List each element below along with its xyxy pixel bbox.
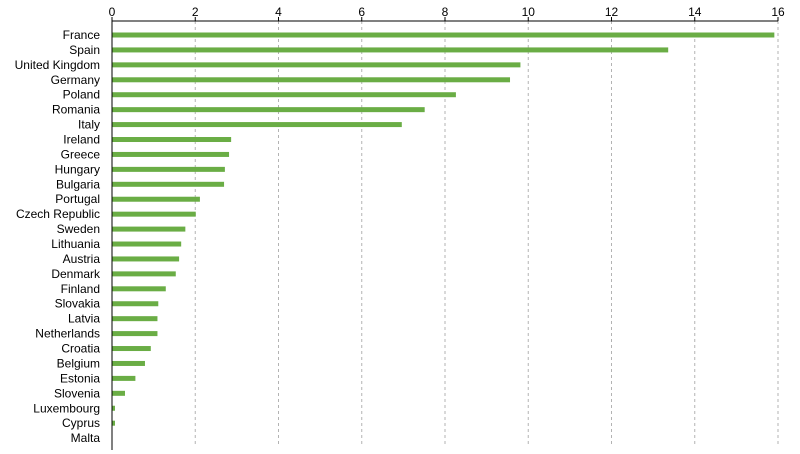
category-label-denmark: Denmark — [51, 267, 101, 281]
category-label-greece: Greece — [61, 147, 101, 161]
bar-poland — [112, 92, 456, 98]
bar-lithuania — [112, 241, 182, 247]
x-tick-label-4: 8 — [442, 5, 449, 19]
bar-latvia — [112, 316, 158, 322]
category-label-luxembourg: Luxembourg — [33, 401, 100, 415]
category-label-latvia: Latvia — [68, 312, 100, 326]
bar-bulgaria — [112, 181, 225, 187]
bar-austria — [112, 256, 180, 262]
tick-labels: 0 2 4 6 8 10 12 14 16 — [109, 5, 785, 19]
x-tick-label-2: 4 — [275, 5, 282, 19]
bar-slovakia — [112, 301, 159, 307]
x-tick-label-8: 16 — [771, 5, 785, 19]
category-label-cyprus: Cyprus — [62, 416, 100, 430]
bars — [112, 32, 775, 426]
bar-hungary — [112, 166, 225, 172]
x-tick-label-3: 6 — [358, 5, 365, 19]
bar-romania — [112, 107, 425, 113]
bar-estonia — [112, 375, 136, 381]
category-label-united-kingdom: United Kingdom — [15, 58, 100, 72]
category-label-france: France — [63, 28, 101, 42]
bar-croatia — [112, 346, 151, 352]
bar-portugal — [112, 196, 200, 202]
category-label-hungary: Hungary — [55, 162, 100, 176]
category-label-netherlands: Netherlands — [35, 327, 100, 341]
x-tick-label-6: 12 — [605, 5, 619, 19]
category-label-malta: Malta — [71, 431, 101, 445]
category-label-bulgaria: Bulgaria — [56, 177, 100, 191]
bar-united-kingdom — [112, 62, 521, 68]
bar-slovenia — [112, 390, 125, 396]
bar-netherlands — [112, 331, 158, 337]
bar-france — [112, 32, 775, 38]
gridlines — [194, 21, 779, 446]
x-tick-label-7: 14 — [688, 5, 702, 19]
bar-finland — [112, 286, 166, 292]
axes — [111, 17, 779, 450]
category-label-italy: Italy — [78, 118, 100, 132]
category-label-poland: Poland — [63, 88, 100, 102]
bar-italy — [112, 122, 402, 128]
category-label-belgium: Belgium — [57, 356, 100, 370]
category-label-portugal: Portugal — [55, 192, 100, 206]
bar-luxembourg — [112, 405, 115, 411]
bar-ireland — [112, 137, 232, 143]
category-label-croatia: Croatia — [61, 342, 100, 356]
category-label-slovakia: Slovakia — [55, 297, 101, 311]
bar-czech-republic — [112, 211, 196, 217]
bar-cyprus — [112, 420, 115, 426]
x-tick-label-1: 2 — [192, 5, 199, 19]
category-label-germany: Germany — [51, 73, 100, 87]
category-label-ireland: Ireland — [63, 133, 100, 147]
category-label-lithuania: Lithuania — [51, 237, 100, 251]
bar-greece — [112, 151, 230, 157]
category-label-romania: Romania — [52, 103, 100, 117]
category-label-austria: Austria — [63, 252, 101, 266]
category-label-slovenia: Slovenia — [54, 386, 100, 400]
category-label-finland: Finland — [61, 282, 100, 296]
bar-germany — [112, 77, 511, 83]
x-tick-label-0: 0 — [109, 5, 116, 19]
bar-belgium — [112, 360, 145, 366]
category-label-estonia: Estonia — [60, 371, 100, 385]
x-tick-label-5: 10 — [522, 5, 536, 19]
bar-denmark — [112, 271, 176, 277]
category-label-czech-republic: Czech Republic — [16, 207, 100, 221]
bar-sweden — [112, 226, 186, 232]
category-label-spain: Spain — [69, 43, 100, 57]
bar-spain — [112, 47, 669, 53]
category-label-sweden: Sweden — [57, 222, 100, 236]
